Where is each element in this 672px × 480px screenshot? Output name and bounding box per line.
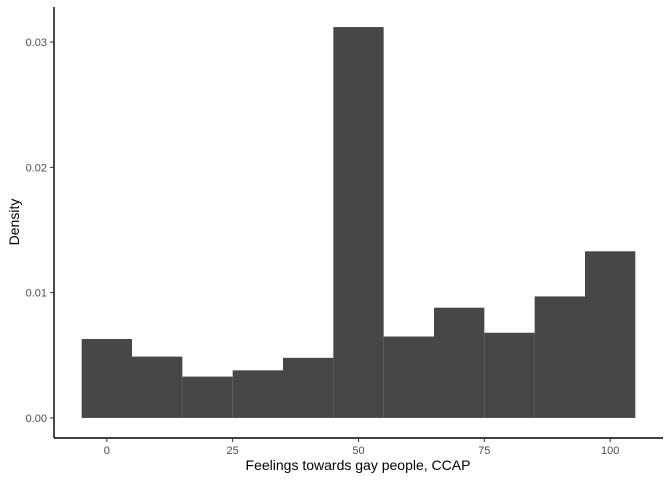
y-tick-label: 0.01	[26, 288, 47, 300]
histogram-bar-1	[132, 356, 183, 418]
histogram-bar-10	[584, 251, 636, 418]
y-tick-label: 0.00	[26, 413, 47, 425]
x-axis-title: Feelings towards gay people, CCAP	[246, 457, 471, 473]
bars-layer	[81, 27, 636, 418]
y-axis-title: Density	[6, 199, 22, 246]
y-tick-label: 0.03	[26, 37, 47, 49]
histogram-bar-7	[433, 307, 485, 418]
histogram-bar-6	[383, 336, 434, 418]
histogram-bar-3	[232, 370, 284, 418]
histogram-bar-4	[283, 357, 334, 418]
histogram-bar-8	[484, 332, 535, 418]
histogram-bar-5	[333, 27, 384, 418]
x-tick-label: 0	[104, 445, 110, 457]
histogram-bar-0	[81, 339, 133, 418]
x-tick-label: 50	[352, 445, 364, 457]
y-tick-label: 0.02	[26, 162, 47, 174]
x-tick-label: 75	[478, 445, 490, 457]
ticks-layer: 0 25 50 75 100 0.00 0.01 0.02 0.03	[26, 37, 620, 457]
x-tick-label: 25	[227, 445, 239, 457]
x-tick-label: 100	[601, 445, 619, 457]
histogram-bar-9	[534, 296, 585, 418]
histogram-bar-2	[182, 376, 233, 418]
